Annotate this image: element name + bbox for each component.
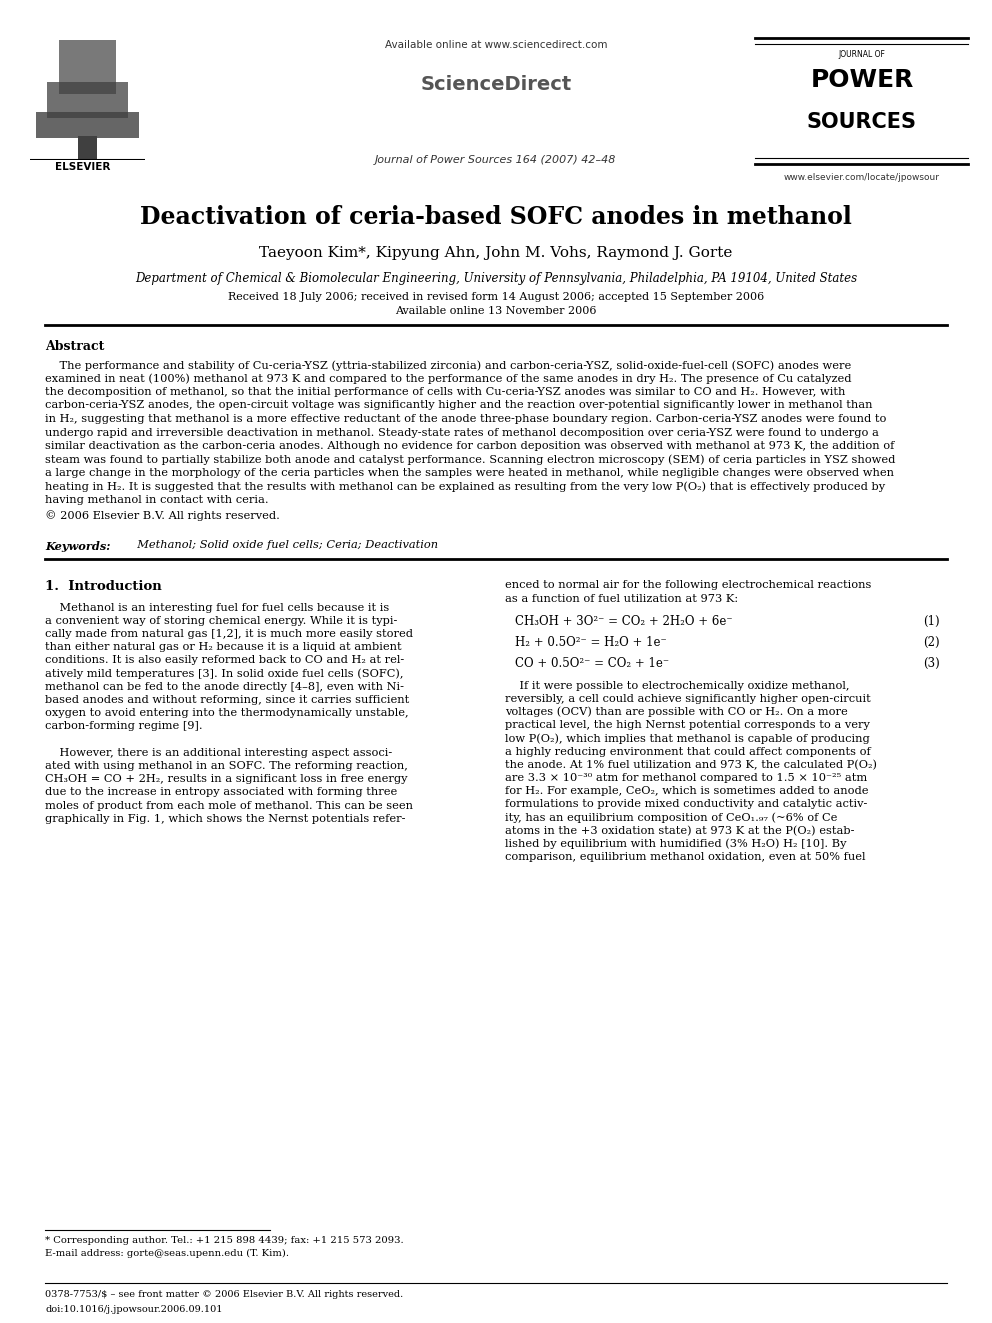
Text: examined in neat (100%) methanol at 973 K and compared to the performance of the: examined in neat (100%) methanol at 973 …: [45, 373, 851, 384]
Text: Journal of Power Sources 164 (2007) 42–48: Journal of Power Sources 164 (2007) 42–4…: [375, 155, 617, 165]
Text: (2): (2): [924, 636, 940, 650]
Text: However, there is an additional interesting aspect associ-: However, there is an additional interest…: [45, 747, 392, 758]
Text: © 2006 Elsevier B.V. All rights reserved.: © 2006 Elsevier B.V. All rights reserved…: [45, 511, 280, 521]
Text: having methanol in contact with ceria.: having methanol in contact with ceria.: [45, 495, 269, 505]
Text: ScienceDirect: ScienceDirect: [421, 75, 571, 94]
Text: the anode. At 1% fuel utilization and 973 K, the calculated P(O₂): the anode. At 1% fuel utilization and 97…: [505, 759, 877, 770]
Text: reversibly, a cell could achieve significantly higher open-circuit: reversibly, a cell could achieve signifi…: [505, 693, 871, 704]
Text: as a function of fuel utilization at 973 K:: as a function of fuel utilization at 973…: [505, 594, 738, 603]
Text: lished by equilibrium with humidified (3% H₂O) H₂ [10]. By: lished by equilibrium with humidified (3…: [505, 839, 846, 849]
Text: SOURCES: SOURCES: [807, 112, 917, 132]
Text: (3): (3): [924, 658, 940, 671]
Text: steam was found to partially stabilize both anode and catalyst performance. Scan: steam was found to partially stabilize b…: [45, 455, 896, 466]
Text: ELSEVIER: ELSEVIER: [56, 161, 111, 172]
Text: graphically in Fig. 1, which shows the Nernst potentials refer-: graphically in Fig. 1, which shows the N…: [45, 814, 406, 824]
Text: for H₂. For example, CeO₂, which is sometimes added to anode: for H₂. For example, CeO₂, which is some…: [505, 786, 869, 796]
Text: formulations to provide mixed conductivity and catalytic activ-: formulations to provide mixed conductivi…: [505, 799, 867, 810]
Text: carbon-forming regime [9].: carbon-forming regime [9].: [45, 721, 202, 732]
Text: E-mail address: gorte@seas.upenn.edu (T. Kim).: E-mail address: gorte@seas.upenn.edu (T.…: [45, 1249, 289, 1258]
Text: Methanol is an interesting fuel for fuel cells because it is: Methanol is an interesting fuel for fuel…: [45, 602, 389, 613]
Text: atively mild temperatures [3]. In solid oxide fuel cells (SOFC),: atively mild temperatures [3]. In solid …: [45, 668, 404, 679]
Text: enced to normal air for the following electrochemical reactions: enced to normal air for the following el…: [505, 581, 871, 590]
Bar: [78, 136, 96, 160]
Text: CH₃OH = CO + 2H₂, results in a significant loss in free energy: CH₃OH = CO + 2H₂, results in a significa…: [45, 774, 408, 785]
Text: a highly reducing environment that could affect components of: a highly reducing environment that could…: [505, 746, 871, 757]
Text: practical level, the high Nernst potential corresponds to a very: practical level, the high Nernst potenti…: [505, 720, 870, 730]
Text: a large change in the morphology of the ceria particles when the samples were he: a large change in the morphology of the …: [45, 468, 894, 478]
Text: Available online at www.sciencedirect.com: Available online at www.sciencedirect.co…: [385, 40, 607, 50]
Text: (1): (1): [924, 615, 940, 628]
Text: a convenient way of storing chemical energy. While it is typi-: a convenient way of storing chemical ene…: [45, 615, 398, 626]
Text: based anodes and without reforming, since it carries sufficient: based anodes and without reforming, sinc…: [45, 695, 410, 705]
Text: The performance and stability of Cu-ceria-YSZ (yttria-stabilized zirconia) and c: The performance and stability of Cu-ceri…: [45, 360, 851, 370]
Text: JOURNAL OF: JOURNAL OF: [838, 50, 886, 60]
Text: H₂ + 0.5O²⁻ = H₂O + 1e⁻: H₂ + 0.5O²⁻ = H₂O + 1e⁻: [515, 636, 667, 650]
Text: 0378-7753/$ – see front matter © 2006 Elsevier B.V. All rights reserved.: 0378-7753/$ – see front matter © 2006 El…: [45, 1290, 404, 1299]
Text: If it were possible to electrochemically oxidize methanol,: If it were possible to electrochemically…: [505, 680, 849, 691]
Text: Taeyoon Kim*, Kipyung Ahn, John M. Vohs, Raymond J. Gorte: Taeyoon Kim*, Kipyung Ahn, John M. Vohs,…: [259, 246, 733, 261]
Text: voltages (OCV) than are possible with CO or H₂. On a more: voltages (OCV) than are possible with CO…: [505, 706, 848, 717]
Text: in H₂, suggesting that methanol is a more effective reductant of the anode three: in H₂, suggesting that methanol is a mor…: [45, 414, 887, 423]
Text: moles of product from each mole of methanol. This can be seen: moles of product from each mole of metha…: [45, 800, 413, 811]
Text: CO + 0.5O²⁻ = CO₂ + 1e⁻: CO + 0.5O²⁻ = CO₂ + 1e⁻: [515, 658, 670, 671]
Text: POWER: POWER: [810, 67, 914, 93]
Text: Deactivation of ceria-based SOFC anodes in methanol: Deactivation of ceria-based SOFC anodes …: [140, 205, 852, 229]
Text: atoms in the +3 oxidation state) at 973 K at the P(O₂) estab-: atoms in the +3 oxidation state) at 973 …: [505, 826, 854, 836]
Text: ated with using methanol in an SOFC. The reforming reaction,: ated with using methanol in an SOFC. The…: [45, 761, 408, 771]
Text: conditions. It is also easily reformed back to CO and H₂ at rel-: conditions. It is also easily reformed b…: [45, 655, 405, 665]
Text: comparison, equilibrium methanol oxidation, even at 50% fuel: comparison, equilibrium methanol oxidati…: [505, 852, 865, 863]
Text: are 3.3 × 10⁻³⁰ atm for methanol compared to 1.5 × 10⁻²⁵ atm: are 3.3 × 10⁻³⁰ atm for methanol compare…: [505, 773, 867, 783]
Text: Abstract: Abstract: [45, 340, 104, 353]
Text: * Corresponding author. Tel.: +1 215 898 4439; fax: +1 215 573 2093.: * Corresponding author. Tel.: +1 215 898…: [45, 1236, 404, 1245]
Text: the decomposition of methanol, so that the initial performance of cells with Cu-: the decomposition of methanol, so that t…: [45, 388, 845, 397]
Text: than either natural gas or H₂ because it is a liquid at ambient: than either natural gas or H₂ because it…: [45, 642, 402, 652]
Text: similar deactivation as the carbon-ceria anodes. Although no evidence for carbon: similar deactivation as the carbon-ceria…: [45, 441, 895, 451]
Text: cally made from natural gas [1,2], it is much more easily stored: cally made from natural gas [1,2], it is…: [45, 628, 413, 639]
Text: due to the increase in entropy associated with forming three: due to the increase in entropy associate…: [45, 787, 397, 798]
Text: undergo rapid and irreversible deactivation in methanol. Steady-state rates of m: undergo rapid and irreversible deactivat…: [45, 427, 879, 438]
Bar: [48, 82, 128, 118]
Text: methanol can be fed to the anode directly [4–8], even with Ni-: methanol can be fed to the anode directl…: [45, 681, 404, 692]
Text: Methanol; Solid oxide fuel cells; Ceria; Deactivation: Methanol; Solid oxide fuel cells; Ceria;…: [130, 541, 438, 550]
Text: carbon-ceria-YSZ anodes, the open-circuit voltage was significantly higher and t: carbon-ceria-YSZ anodes, the open-circui…: [45, 401, 873, 410]
Text: ity, has an equilibrium composition of CeO₁.₉₇ (~6% of Ce: ity, has an equilibrium composition of C…: [505, 812, 837, 823]
Bar: [59, 40, 116, 94]
Text: Received 18 July 2006; received in revised form 14 August 2006; accepted 15 Sept: Received 18 July 2006; received in revis…: [228, 292, 764, 302]
Text: doi:10.1016/j.jpowsour.2006.09.101: doi:10.1016/j.jpowsour.2006.09.101: [45, 1304, 222, 1314]
Bar: [36, 112, 139, 139]
Text: www.elsevier.com/locate/jpowsour: www.elsevier.com/locate/jpowsour: [784, 173, 940, 183]
Text: Keywords:: Keywords:: [45, 541, 110, 552]
Text: oxygen to avoid entering into the thermodynamically unstable,: oxygen to avoid entering into the thermo…: [45, 708, 409, 718]
Text: heating in H₂. It is suggested that the results with methanol can be explained a: heating in H₂. It is suggested that the …: [45, 482, 885, 492]
Text: CH₃OH + 3O²⁻ = CO₂ + 2H₂O + 6e⁻: CH₃OH + 3O²⁻ = CO₂ + 2H₂O + 6e⁻: [515, 615, 733, 628]
Text: Available online 13 November 2006: Available online 13 November 2006: [395, 306, 597, 316]
Text: low P(O₂), which implies that methanol is capable of producing: low P(O₂), which implies that methanol i…: [505, 733, 870, 744]
Text: 1.  Introduction: 1. Introduction: [45, 581, 162, 594]
Text: Department of Chemical & Biomolecular Engineering, University of Pennsylvania, P: Department of Chemical & Biomolecular En…: [135, 273, 857, 284]
